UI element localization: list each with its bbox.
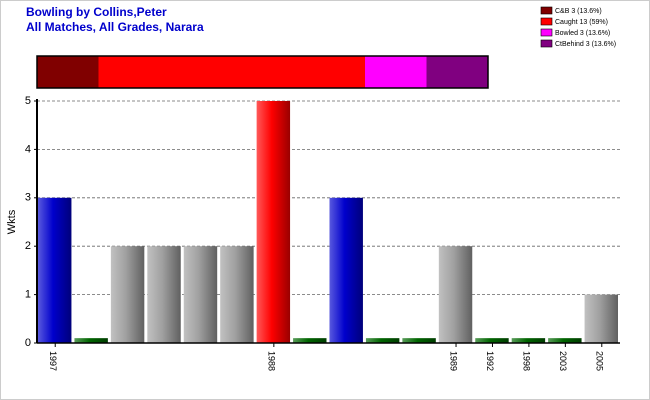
y-tick-label: 4 — [25, 143, 31, 155]
x-tick-label: 1998 — [522, 351, 532, 371]
bar — [256, 101, 291, 343]
breakdown-segment — [426, 56, 488, 88]
bar — [584, 294, 618, 343]
bar — [475, 338, 509, 343]
legend-swatch — [540, 6, 553, 15]
breakdown-segment — [365, 56, 427, 88]
chart-subtitle: All Matches, All Grades, Narara — [26, 20, 204, 34]
bar — [511, 338, 546, 343]
x-tick-label: 1989 — [449, 351, 459, 371]
bar — [38, 197, 72, 343]
legend-label: CtBehind 3 (13.6%) — [555, 41, 616, 48]
y-tick-label: 1 — [25, 289, 31, 301]
x-tick-label: 2003 — [558, 351, 568, 371]
bar — [110, 246, 145, 343]
y-tick-label: 5 — [25, 95, 31, 107]
bar — [220, 246, 254, 343]
legend-label: C&B 3 (13.6%) — [555, 8, 602, 15]
bar — [293, 338, 327, 343]
bar — [147, 246, 181, 343]
bar — [548, 338, 582, 343]
chart-title: Bowling by Collins,Peter — [26, 5, 167, 19]
x-tick-label: 1988 — [266, 351, 276, 371]
y-axis-label: Wkts — [6, 209, 18, 234]
y-tick-label: 3 — [25, 192, 31, 204]
legend-label: Caught 13 (59%) — [555, 19, 608, 26]
x-tick-label: 2005 — [594, 351, 604, 371]
bar — [438, 246, 473, 343]
y-tick-label: 0 — [25, 337, 31, 349]
y-tick-label: 2 — [25, 240, 31, 252]
x-tick-label: 1997 — [48, 351, 58, 371]
x-tick-label: 1992 — [485, 351, 495, 371]
bar — [329, 197, 363, 343]
legend-swatch — [540, 39, 553, 48]
breakdown-segment — [98, 56, 365, 88]
breakdown-border — [36, 55, 489, 89]
bar — [74, 338, 108, 343]
bar — [365, 338, 400, 343]
legend-swatch — [540, 17, 553, 26]
bar — [402, 338, 436, 343]
legend-swatch — [540, 28, 553, 37]
bar — [183, 246, 218, 343]
legend-label: Bowled 3 (13.6%) — [555, 30, 610, 37]
breakdown-segment — [37, 56, 99, 88]
